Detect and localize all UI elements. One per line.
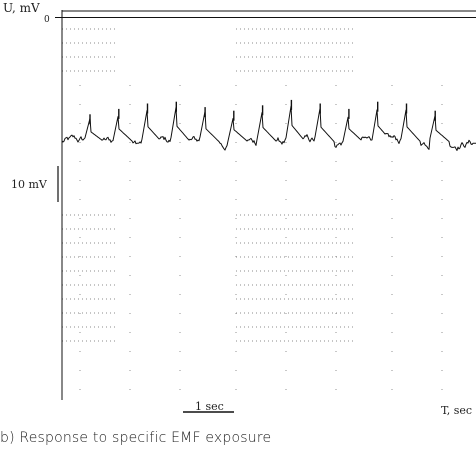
voltage-trace (61, 105, 476, 151)
figure-caption: b) Response to specific EMF exposure (0, 430, 272, 446)
scale-bar-voltage-label: 10 mV (11, 178, 48, 191)
spike-marks (89, 99, 436, 125)
zero-tick-label: 0 (44, 15, 50, 25)
scale-bar-time-label: 1 sec (195, 400, 224, 413)
dotted-grid (62, 28, 443, 400)
series-line (61, 105, 476, 151)
y-axis-label: U, mV (3, 1, 40, 15)
zero-line-group (55, 10, 476, 18)
x-axis-label: T, sec (441, 404, 472, 417)
